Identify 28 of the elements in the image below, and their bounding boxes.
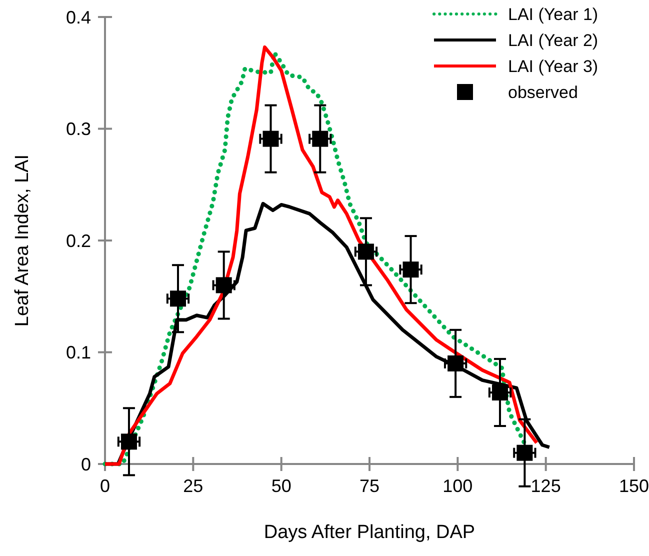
- legend-label: LAI (Year 3): [508, 56, 598, 76]
- point: [120, 434, 137, 450]
- y-tick-label: 0: [80, 454, 91, 474]
- point: [312, 130, 328, 147]
- y-tick-label: 0.1: [66, 342, 91, 363]
- x-tick-label: 150: [618, 476, 649, 496]
- x-tick-label: 50: [271, 476, 292, 496]
- y-tick-label: 0.4: [66, 7, 91, 28]
- point: [262, 130, 279, 147]
- point: [492, 384, 508, 400]
- x-tick-label: 75: [359, 476, 380, 496]
- x-axis-title: Days After Planting, DAP: [264, 522, 476, 543]
- point: [216, 277, 232, 294]
- point: [170, 290, 186, 307]
- point: [516, 444, 533, 461]
- point: [358, 244, 374, 260]
- y-axis-title: Leaf Area Index, LAI: [12, 154, 33, 327]
- legend-label: LAI (Year 2): [508, 30, 598, 50]
- point: [448, 355, 464, 372]
- legend-label: observed: [508, 82, 578, 102]
- x-tick-label: 0: [100, 476, 110, 496]
- y-tick-label: 0.3: [66, 119, 91, 140]
- x-tick-label: 25: [183, 476, 204, 496]
- x-tick-label: 125: [530, 476, 561, 496]
- x-tick-label: 100: [442, 476, 473, 496]
- legend-label: LAI (Year 1): [508, 4, 598, 24]
- y-tick-label: 0.2: [66, 230, 91, 251]
- point: [402, 262, 419, 278]
